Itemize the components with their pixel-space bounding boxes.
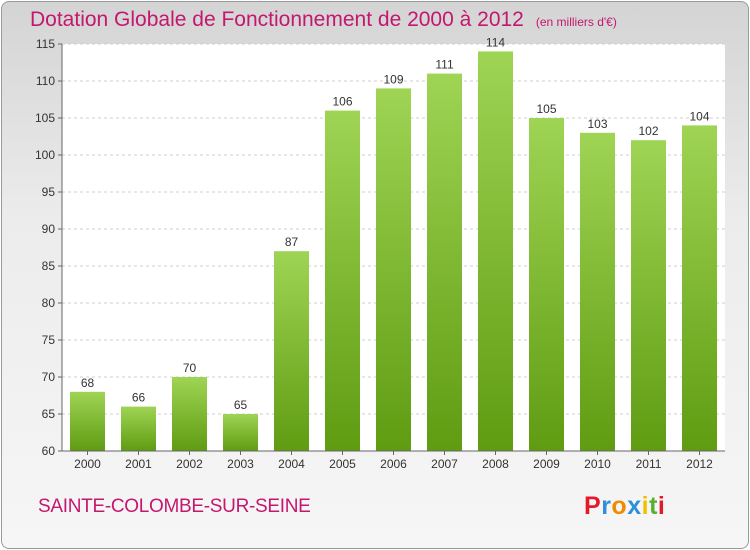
y-tick-label: 90 bbox=[42, 222, 56, 236]
bar-value-label: 65 bbox=[234, 398, 248, 412]
logo-letter: t bbox=[649, 492, 658, 520]
bar-value-label: 106 bbox=[332, 95, 352, 109]
bar bbox=[427, 73, 462, 451]
y-tick-label: 100 bbox=[35, 148, 55, 162]
x-tick-label: 2002 bbox=[176, 457, 203, 471]
bar-value-label: 104 bbox=[689, 109, 709, 123]
bar-value-label: 111 bbox=[435, 58, 454, 72]
bar-value-label: 68 bbox=[81, 376, 95, 390]
chart-title-unit: (en milliers d'€) bbox=[535, 15, 617, 29]
bar-value-label: 87 bbox=[285, 235, 299, 249]
x-tick-label: 2011 bbox=[636, 457, 662, 471]
logo-letter: r bbox=[601, 492, 612, 520]
chart-title: Dotation Globale de Fonctionnement de 20… bbox=[30, 8, 617, 42]
logo-letter: P bbox=[584, 492, 602, 520]
y-tick-label: 105 bbox=[35, 111, 55, 125]
y-tick-label: 110 bbox=[36, 74, 55, 88]
y-tick-label: 95 bbox=[42, 185, 56, 199]
bar bbox=[70, 391, 105, 451]
y-axis: 60 65 70 75 80 85 90 95 100 105 110 115 bbox=[35, 37, 63, 458]
bar-value-label: 103 bbox=[587, 117, 607, 131]
x-tick-label: 2001 bbox=[125, 457, 152, 471]
logo-letter: i bbox=[657, 492, 666, 520]
bar-value-label: 66 bbox=[132, 391, 146, 405]
y-tick-label: 65 bbox=[42, 407, 56, 421]
bar bbox=[325, 110, 360, 451]
bar bbox=[580, 132, 615, 452]
bar bbox=[121, 406, 156, 451]
bars: 68 66 70 65 87 106 109 111 114 105 103 102 104 bbox=[70, 35, 717, 452]
commune-name: SAINTE-COLOMBE-SUR-SEINE bbox=[38, 496, 311, 517]
x-tick-label: 2009 bbox=[533, 457, 560, 471]
x-tick-label: 2004 bbox=[278, 457, 305, 471]
y-tick-label: 60 bbox=[42, 444, 56, 458]
bar bbox=[223, 414, 258, 451]
bar bbox=[478, 51, 513, 452]
bar bbox=[172, 377, 207, 451]
x-tick-label: 2000 bbox=[74, 457, 101, 471]
bar bbox=[529, 118, 564, 451]
bar bbox=[274, 251, 309, 451]
x-tick-label: 2012 bbox=[686, 457, 713, 471]
y-tick-label: 80 bbox=[42, 296, 56, 310]
x-tick-label: 2010 bbox=[584, 457, 611, 471]
logo-letter: o bbox=[611, 492, 628, 520]
x-axis: 2000 2001 2002 2003 2004 2005 2006 2007 2008 2009… bbox=[62, 450, 725, 471]
logo-letter: i bbox=[641, 492, 650, 520]
bar-value-label: 102 bbox=[638, 124, 658, 138]
x-tick-label: 2008 bbox=[482, 457, 509, 471]
y-tick-label: 85 bbox=[42, 259, 56, 273]
bar bbox=[376, 88, 411, 452]
y-tick-label: 70 bbox=[42, 370, 56, 384]
bar bbox=[631, 140, 666, 451]
x-tick-label: 2007 bbox=[431, 457, 458, 471]
x-tick-label: 2005 bbox=[329, 457, 356, 471]
proxiti-logo: Proxiti bbox=[584, 492, 665, 521]
y-tick-label: 75 bbox=[42, 333, 56, 347]
bar bbox=[682, 125, 717, 452]
x-tick-label: 2003 bbox=[227, 457, 254, 471]
bar-value-label: 114 bbox=[486, 35, 505, 49]
chart-title-main: Dotation Globale de Fonctionnement de 20… bbox=[30, 8, 524, 31]
y-tick-label: 115 bbox=[36, 37, 55, 51]
bar-value-label: 105 bbox=[536, 102, 556, 116]
bar-value-label: 109 bbox=[383, 72, 403, 86]
logo-letter: x bbox=[627, 492, 642, 520]
bar-value-label: 70 bbox=[183, 361, 197, 375]
x-tick-label: 2006 bbox=[380, 457, 407, 471]
